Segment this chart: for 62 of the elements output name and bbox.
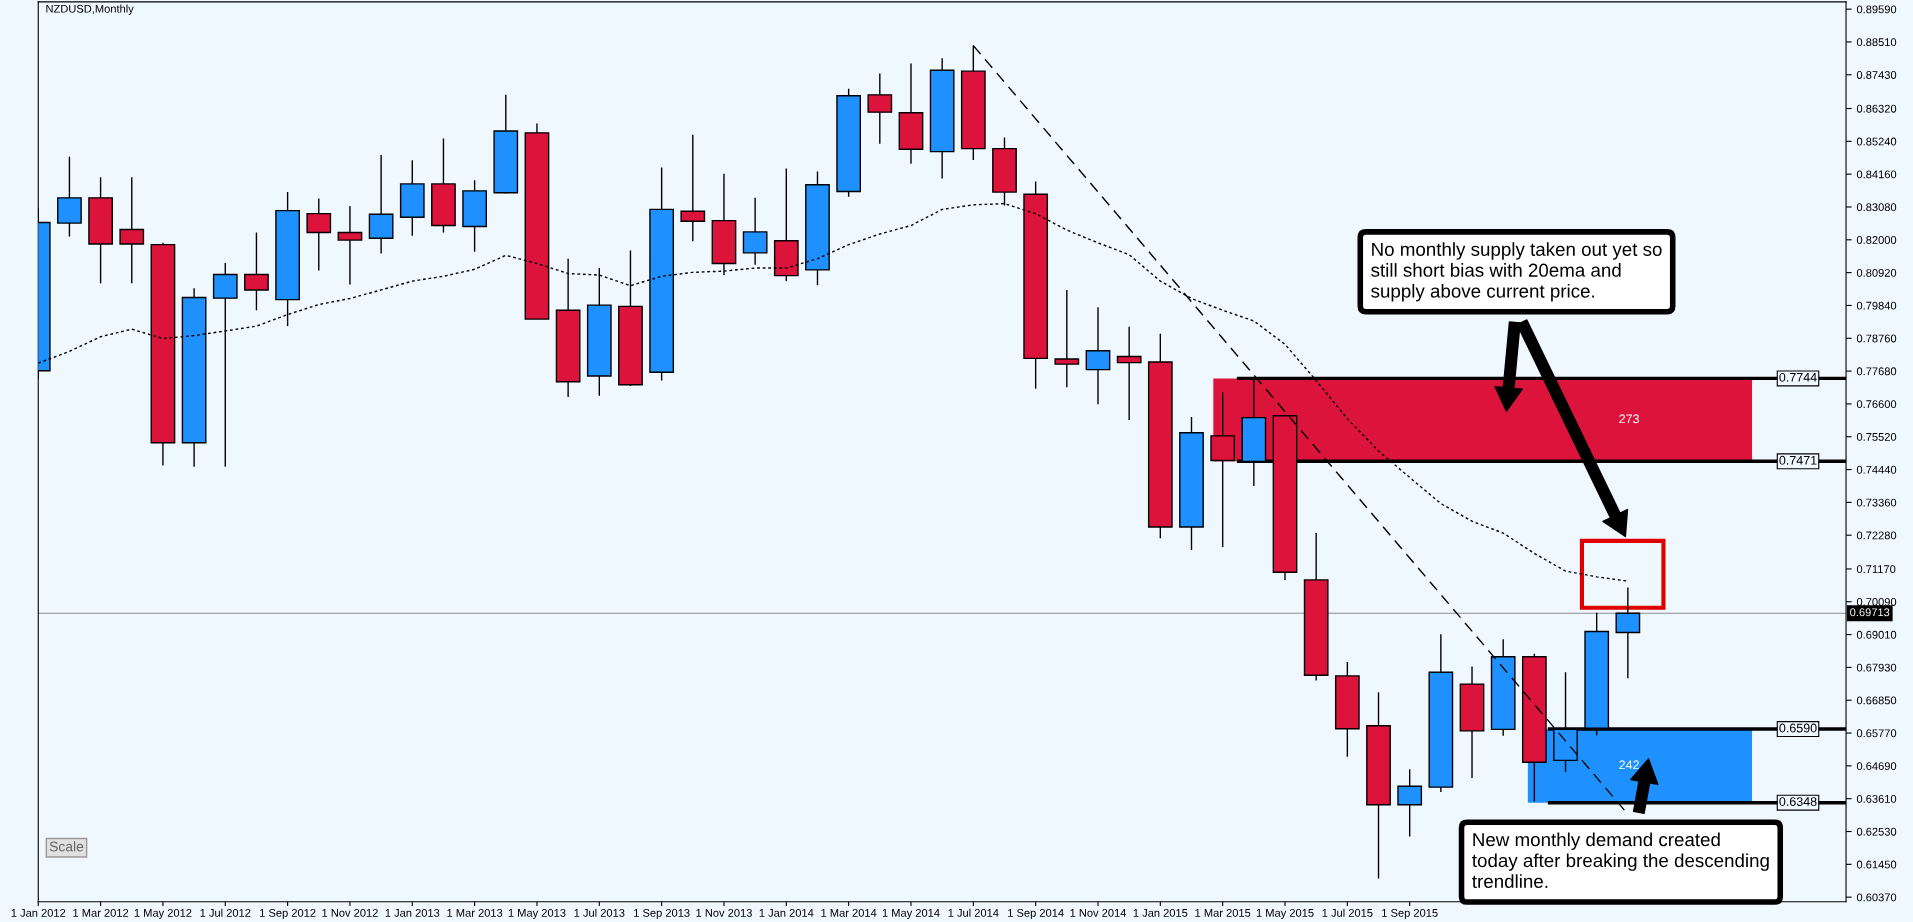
- ref-line-label: 0.6348: [1779, 797, 1817, 806]
- x-tick-label: 1 May 2015: [1256, 908, 1314, 920]
- x-tick-label: 1 Jan 2014: [759, 908, 814, 917]
- y-tick-label: 0.60370: [1856, 893, 1897, 902]
- ref-line-label: 0.69713: [1850, 608, 1890, 617]
- ref-line-label: 0.7744: [1779, 372, 1817, 382]
- y-tick-label: 0.87430: [1856, 71, 1897, 79]
- band-label: 273: [1619, 414, 1639, 424]
- x-tick-label: 1 Jan 2012: [11, 908, 66, 917]
- y-tick-label: 0.61450: [1856, 860, 1897, 869]
- y-tick-label: 0.78760: [1856, 334, 1897, 343]
- x-tick-label: 1 Jul 2014: [948, 908, 999, 917]
- y-tick-label: 0.69010: [1856, 630, 1897, 639]
- y-tick-label: 0.63610: [1856, 794, 1897, 803]
- y-tick-label: 0.62530: [1856, 827, 1897, 836]
- y-tick-label: 0.67930: [1856, 663, 1897, 672]
- x-tick-label: 1 Mar 2014: [821, 908, 877, 917]
- y-tick-label: 0.77680: [1856, 367, 1897, 376]
- band-label: 242: [1619, 760, 1639, 770]
- x-tick-label: 1 Sep 2014: [1008, 908, 1064, 920]
- y-tick-label: 0.76600: [1856, 400, 1897, 409]
- y-tick-label: 0.85240: [1856, 137, 1897, 146]
- y-tick-label: 0.73360: [1856, 498, 1897, 507]
- annotation: Scale: [49, 841, 84, 852]
- y-tick-label: 0.88510: [1856, 38, 1897, 47]
- x-tick-label: 1 Jul 2013: [574, 908, 625, 917]
- x-tick-label: 1 Jan 2013: [385, 908, 440, 917]
- x-tick-label: 1 Jul 2012: [200, 908, 251, 917]
- y-tick-label: 0.64690: [1856, 762, 1897, 770]
- x-tick-label: 1 Mar 2015: [1195, 908, 1251, 917]
- y-tick-label: 0.66850: [1856, 696, 1897, 705]
- y-tick-label: 0.65770: [1856, 729, 1897, 738]
- y-tick-label: 0.71170: [1856, 565, 1896, 574]
- ref-line-label: 0.6590: [1779, 723, 1817, 733]
- y-tick-label: 0.70090: [1856, 598, 1897, 606]
- x-tick-label: 1 May 2012: [134, 908, 192, 920]
- x-tick-label: 1 May 2013: [508, 908, 566, 920]
- chart-title: NZDUSD,Monthly: [46, 4, 134, 15]
- y-tick-label: 0.74440: [1856, 465, 1897, 474]
- x-tick-label: 1 Jan 2015: [1133, 908, 1188, 917]
- y-tick-label: 0.89590: [1856, 5, 1897, 14]
- x-tick-label: 1 Nov 2013: [696, 908, 752, 917]
- x-tick-label: 1 Sep 2012: [260, 908, 316, 920]
- x-tick-label: 1 Sep 2015: [1382, 908, 1438, 920]
- x-tick-label: 1 May 2014: [882, 908, 940, 920]
- x-tick-label: 1 Jul 2015: [1322, 908, 1373, 917]
- annotation: New monthly demand created today after breaking the descending trendline.: [1472, 832, 1769, 889]
- x-tick-label: 1 Nov 2014: [1070, 908, 1127, 917]
- y-tick-label: 0.86320: [1856, 104, 1897, 113]
- y-tick-label: 0.72280: [1856, 531, 1897, 540]
- y-tick-label: 0.83080: [1856, 203, 1897, 212]
- x-tick-label: 1 Mar 2012: [73, 908, 129, 917]
- x-tick-label: 1 Sep 2013: [634, 908, 690, 920]
- y-tick-label: 0.80920: [1856, 268, 1897, 277]
- y-tick-label: 0.82000: [1856, 236, 1897, 244]
- x-tick-label: 1 Mar 2013: [447, 908, 503, 917]
- y-tick-label: 0.84160: [1856, 170, 1897, 179]
- y-tick-label: 0.75520: [1856, 433, 1897, 441]
- annotation: No monthly supply taken out yet so still short bias with 20ema and supply above current price.: [1371, 242, 1662, 302]
- x-tick-label: 1 Nov 2012: [322, 908, 378, 917]
- ref-line-label: 0.7471: [1779, 455, 1817, 465]
- y-tick-label: 0.79840: [1856, 301, 1897, 310]
